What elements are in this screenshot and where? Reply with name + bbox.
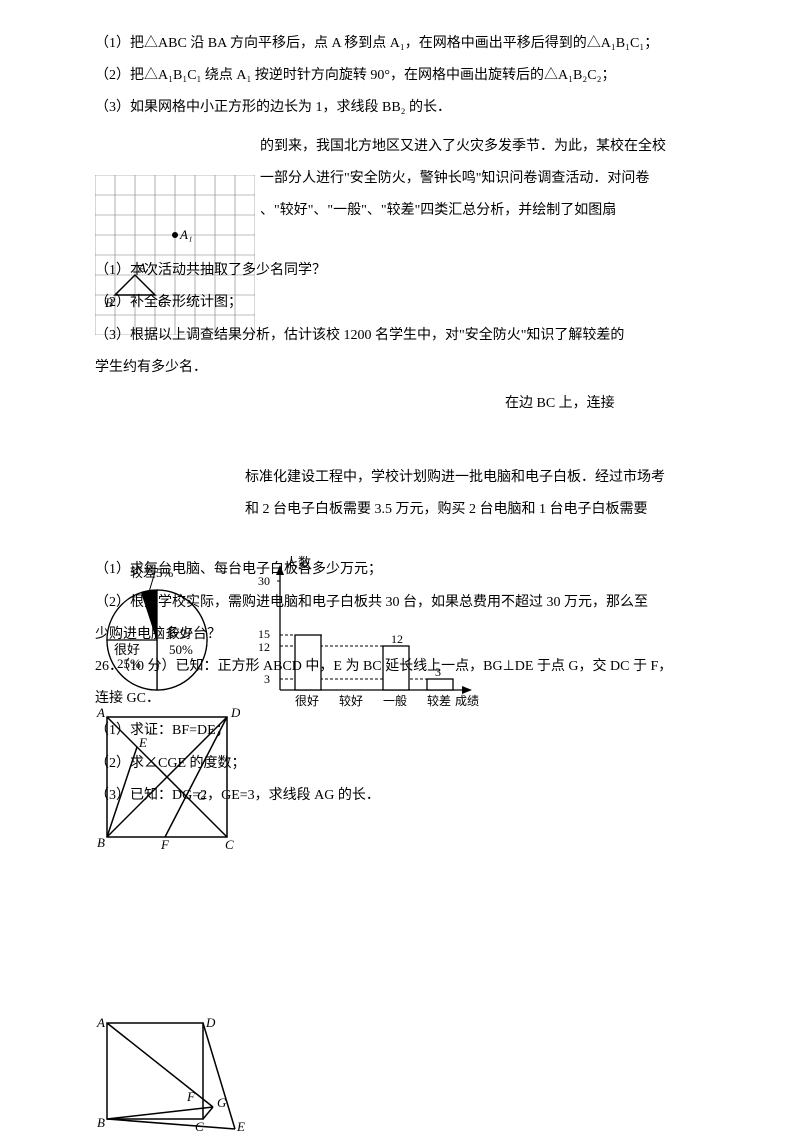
square-figure-q26: A D B C E F G [95, 1015, 250, 1133]
q23-line-b: 一部分人进行"安全防火，警钟长鸣"知识问卷调查活动．对问卷 [95, 163, 705, 195]
q25-step-2b: 少购进电脑多少台？ [95, 619, 705, 651]
q26-step-3: （3）已知：DG=2，GE=3，求线段 AG 的长． [95, 780, 705, 812]
q26-step-2: （2）求∠CGE 的度数； [95, 748, 705, 780]
q23-line-c: 、"较好"、"一般"、"较差"四类汇总分析，并绘制了如图扇 [95, 195, 705, 227]
svg-text:B: B [97, 835, 105, 850]
svg-text:A: A [96, 1015, 105, 1030]
svg-text:B: B [97, 1115, 105, 1130]
q25-step-2a: （2）根据学校实际，需购进电脑和电子白板共 30 台，如果总费用不超过 30 万… [95, 587, 705, 619]
problem-step-3: （3）如果网格中小正方形的边长为 1，求线段 BB₂ 的长． [95, 92, 705, 124]
q24-fragment: 在边 BC 上，连接 [95, 388, 705, 420]
q23-line-a: 的到来，我国北方地区又进入了火灾多发季节．为此，某校在全校 [95, 131, 705, 163]
q23-step-1: （1）本次活动共抽取了多少名同学？ [95, 255, 705, 287]
problem-step-2: （2）把△A₁B₁C₁ 绕点 A₁ 按逆时针方向旋转 90°，在网格中画出旋转后… [95, 60, 705, 92]
svg-text:A₁: A₁ [179, 227, 192, 242]
q26-stem-a: 26．（10 分）已知：正方形 ABCD 中，E 为 BC 延长线上一点，BG⊥… [95, 651, 705, 683]
q26-step-1: （1）求证：BF=DE； [95, 715, 705, 747]
problem-step-1: （1）把△ABC 沿 BA 方向平移后，点 A 移到点 A₁，在网格中画出平移后… [95, 28, 705, 60]
q25-line-b: 和 2 台电子白板需要 3.5 万元，购买 2 台电脑和 1 台电子白板需要 [95, 494, 705, 526]
q26-stem-b: 连接 GC． [95, 683, 705, 715]
svg-text:E: E [236, 1119, 245, 1133]
q25-line-a: 标准化建设工程中，学校计划购进一批电脑和电子白板．经过市场考 [95, 462, 705, 494]
svg-text:F: F [186, 1089, 196, 1104]
svg-text:C: C [195, 1119, 204, 1133]
svg-text:G: G [217, 1095, 227, 1110]
q23-step-2: （2）补全条形统计图； [95, 287, 705, 319]
svg-text:C: C [225, 837, 234, 850]
svg-text:F: F [160, 837, 170, 850]
q23-step-3b: 学生约有多少名． [95, 352, 705, 384]
svg-text:D: D [205, 1015, 216, 1030]
q25-step-1: （1）求每台电脑、每台电子白板各多少万元； [95, 554, 705, 586]
q23-step-3a: （3）根据以上调查结果分析，估计该校 1200 名学生中，对"安全防火"知识了解… [95, 320, 705, 352]
